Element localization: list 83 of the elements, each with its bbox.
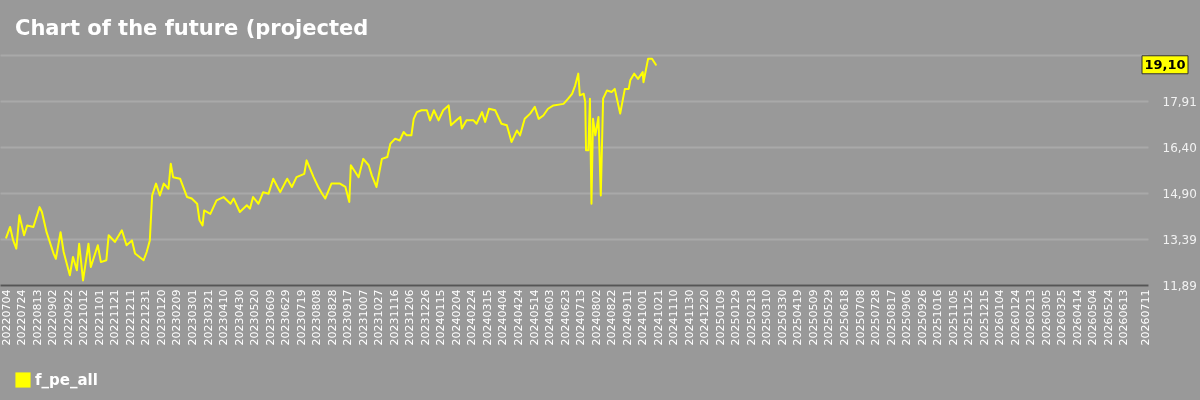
x-tick-label: 20230410: [217, 289, 231, 346]
x-tick-label: 20221231: [139, 289, 153, 346]
x-tick-label: 20231116: [387, 289, 401, 346]
x-tick-label: 20240911: [620, 289, 634, 346]
x-tick-label: 20260414: [1070, 289, 1084, 346]
x-tick-label: 20240224: [465, 289, 479, 346]
x-tick-label: 20221121: [108, 289, 122, 346]
y-tick-label: 13,39: [1162, 232, 1197, 247]
x-tick-label: 20240315: [480, 289, 494, 346]
y-tick-label: 17,91: [1162, 94, 1197, 109]
x-tick-label: 20220922: [61, 289, 75, 346]
x-tick-label: 20220902: [46, 289, 60, 346]
x-tick-label: 20220724: [15, 289, 29, 346]
x-tick-label: 20251125: [962, 289, 976, 346]
x-tick-label: 20230520: [248, 289, 262, 346]
x-tick-label: 20260104: [993, 289, 1007, 346]
x-tick-label: 20231027: [372, 289, 386, 346]
x-tick-label: 20260504: [1086, 289, 1100, 346]
x-tick-label: 20230808: [310, 289, 324, 346]
x-tick-label: 20251016: [931, 289, 945, 346]
x-tick-label: 20250529: [822, 289, 836, 346]
x-tick-label: 20250310: [760, 289, 774, 346]
x-tick-label: 20230917: [341, 289, 355, 346]
x-tick-label: 20250330: [775, 289, 789, 346]
chart-title: Chart of the future (projected: [15, 16, 369, 40]
x-tick-label: 20241110: [667, 289, 681, 346]
x-tick-label: 20221101: [92, 289, 106, 346]
x-tick-label: 20230321: [201, 289, 215, 346]
x-tick-label: 20250509: [806, 289, 820, 346]
legend-label: f_pe_all: [35, 371, 98, 389]
x-tick-label: 20240204: [449, 289, 463, 346]
x-tick-label: 20260524: [1101, 289, 1115, 346]
x-tick-label: 20241001: [636, 289, 650, 346]
x-tick-label: 20240115: [434, 289, 448, 346]
x-tick-label: 20250218: [744, 289, 758, 346]
y-tick-label: 11,89: [1162, 278, 1197, 293]
x-tick-label: 20230209: [170, 289, 184, 346]
x-tick-label: 20260305: [1039, 289, 1053, 346]
x-tick-label: 20230120: [154, 289, 168, 346]
x-tick-label: 20260325: [1055, 289, 1069, 346]
y-tick-label: 16,40: [1162, 140, 1197, 155]
x-tick-label: 20240802: [589, 289, 603, 346]
x-tick-label: 20251215: [977, 289, 991, 346]
x-tick-label: 20240424: [512, 289, 525, 346]
x-tick-label: 20230430: [232, 289, 246, 346]
x-tick-label: 20251105: [946, 289, 960, 346]
x-tick-label: 20250817: [884, 289, 898, 346]
x-tick-label: 20231206: [403, 289, 417, 346]
x-tick-label: 20241220: [698, 289, 712, 346]
x-tick-label: 20231007: [356, 289, 370, 346]
x-tick-label: 20221211: [123, 289, 137, 346]
x-tick-label: 20230828: [325, 289, 339, 346]
x-tick-label: 20240713: [574, 289, 588, 346]
x-tick-label: 20230301: [186, 289, 199, 346]
x-tick-label: 20230609: [263, 289, 277, 346]
line-series: [5, 57, 657, 282]
x-tick-label: 20250708: [853, 289, 867, 346]
x-tick-label: 20221012: [77, 289, 91, 346]
x-tick-label: 20240514: [527, 289, 541, 346]
x-tick-label: 20240404: [496, 289, 510, 346]
x-tick-label: 20250906: [900, 289, 914, 346]
x-tick-label: 20220704: [0, 289, 13, 346]
x-tick-label: 20241021: [651, 289, 665, 346]
x-tick-label: 20260711: [1139, 289, 1153, 346]
x-tick-label: 20231226: [418, 289, 432, 346]
x-tick-label: 20250419: [791, 289, 805, 346]
annotation: 19,10: [1144, 56, 1186, 72]
x-tick-label: 20240822: [605, 289, 619, 346]
x-tick-label: 20250728: [869, 289, 883, 346]
x-tick-label: 20250926: [915, 289, 929, 346]
x-tick-label: 20250618: [838, 289, 852, 346]
x-tick-label: 20260213: [1024, 289, 1038, 346]
x-tick-label: 20220813: [30, 289, 44, 346]
x-tick-label: 20250129: [729, 289, 743, 346]
x-tick-label: 20230719: [294, 289, 308, 346]
x-tick-label: 20230629: [279, 289, 293, 346]
x-tick-label: 20260124: [1008, 289, 1022, 346]
x-tick-label: 20250109: [713, 289, 727, 346]
x-tick-label: 20260613: [1117, 289, 1131, 346]
y-tick-label: 14,90: [1162, 186, 1197, 201]
x-tick-label: 20241130: [682, 289, 696, 346]
x-tick-label: 20240623: [558, 289, 572, 346]
x-tick-label: 20240603: [543, 289, 557, 346]
